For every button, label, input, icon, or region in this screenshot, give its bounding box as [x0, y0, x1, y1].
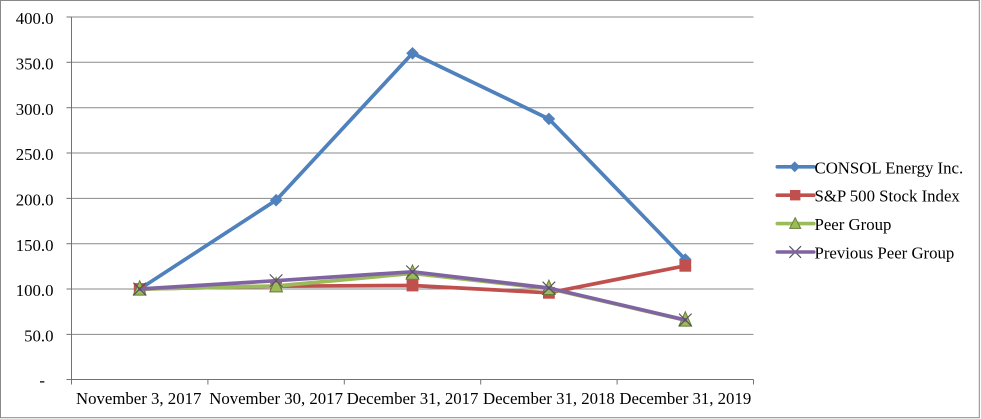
svg-text:December 31, 2019: December 31, 2019	[619, 389, 751, 408]
svg-text:November 3, 2017: November 3, 2017	[76, 389, 201, 408]
svg-text:350.0: 350.0	[16, 54, 54, 73]
svg-text:150.0: 150.0	[16, 236, 54, 255]
svg-text:200.0: 200.0	[16, 191, 54, 210]
svg-text:50.0: 50.0	[24, 327, 53, 346]
svg-text:100.0: 100.0	[16, 281, 54, 300]
svg-text:CONSOL Energy Inc.: CONSOL Energy Inc.	[815, 158, 964, 177]
svg-text:December 31, 2017: December 31, 2017	[347, 389, 479, 408]
svg-text:-: -	[39, 371, 45, 390]
svg-text:December 31, 2018: December 31, 2018	[483, 389, 615, 408]
svg-text:S&P 500 Stock Index: S&P 500 Stock Index	[815, 187, 961, 206]
svg-text:250.0: 250.0	[16, 145, 54, 164]
svg-text:November 30, 2017: November 30, 2017	[209, 389, 343, 408]
svg-text:Peer Group: Peer Group	[815, 215, 892, 234]
svg-text:400.0: 400.0	[16, 9, 54, 28]
svg-text:300.0: 300.0	[16, 100, 54, 119]
svg-text:Previous Peer Group: Previous Peer Group	[815, 244, 955, 263]
